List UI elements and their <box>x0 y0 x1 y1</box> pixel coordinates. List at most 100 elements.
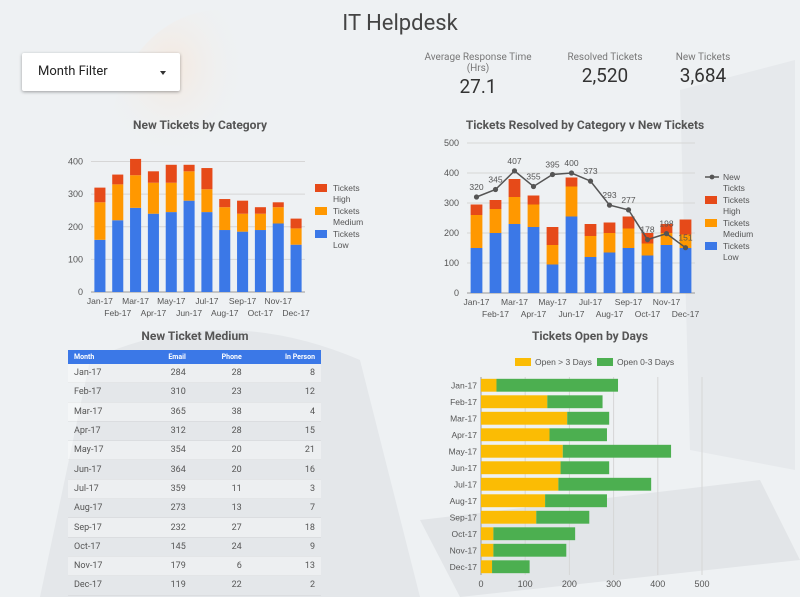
table-cell: Mar-17 <box>68 402 141 422</box>
x-tick-label: Apr-17 <box>141 308 167 318</box>
x-tick-label: Feb-17 <box>482 309 509 319</box>
table-row: Oct-17 145 24 9 <box>68 537 321 557</box>
y-tick-label: 0 <box>454 288 459 298</box>
table-cell: 38 <box>191 402 248 422</box>
bar-segment <box>112 174 124 185</box>
x-tick-label: May-17 <box>157 296 186 306</box>
y-tick-label: Mar-17 <box>450 413 477 423</box>
new-ticket-medium-table: Month Email Phone In Person Jan-17 284 28 8… <box>68 350 321 596</box>
line-point <box>511 168 518 174</box>
legend-swatch <box>709 174 715 180</box>
bar-segment <box>679 234 692 248</box>
x-tick-label: 100 <box>518 579 533 589</box>
bar-segment <box>94 187 106 203</box>
y-tick-label: Aug-17 <box>450 496 478 506</box>
y-tick-label: 100 <box>444 258 459 268</box>
table-cell: 28 <box>191 364 248 384</box>
kpi-label: New Tickets <box>675 52 731 63</box>
x-tick-label: Mar-17 <box>122 296 149 306</box>
table-cell: 21 <box>247 440 321 461</box>
kpi-resolved-tickets: Resolved Tickets 2,520 <box>555 52 655 87</box>
x-tick-label: Sep-17 <box>229 296 257 306</box>
table-cell: 145 <box>140 537 192 557</box>
bar-segment <box>545 494 607 508</box>
legend-swatch <box>515 358 531 366</box>
kpi-label: Resolved Tickets <box>567 52 643 63</box>
table-cell: 9 <box>247 537 321 557</box>
bar-segment <box>660 233 673 245</box>
bar-segment <box>562 444 672 458</box>
bar-segment <box>147 182 159 214</box>
table-cell: Oct-17 <box>68 537 141 557</box>
table-cell: 273 <box>140 498 192 519</box>
legend-swatch <box>705 196 717 204</box>
bar-segment <box>481 411 568 425</box>
table-cell: Feb-17 <box>68 382 141 403</box>
table-row: May-17 354 20 21 <box>68 440 321 461</box>
x-tick-label: Dec-17 <box>282 308 310 318</box>
y-tick-label: 400 <box>444 168 459 178</box>
kpi-avg-response: Average Response Time (Hrs) 27.1 <box>413 52 543 98</box>
y-tick-label: 0 <box>78 287 83 297</box>
bar-segment <box>112 220 124 292</box>
chart-title-new-by-category: New Tickets by Category <box>133 118 267 132</box>
chevron-down-icon <box>160 71 166 75</box>
bar-segment <box>584 257 597 293</box>
legend-label: Open 0-3 Days <box>617 357 674 367</box>
x-tick-label: Jul-17 <box>195 296 218 306</box>
chart-title-open-by-days: Tickets Open by Days <box>531 329 649 343</box>
bar-segment <box>584 224 597 236</box>
table-cell: 354 <box>140 440 192 461</box>
bar-segment <box>165 182 177 213</box>
bar-segment <box>546 245 559 265</box>
bar-segment <box>622 216 635 229</box>
bar-segment <box>470 204 483 215</box>
column-header[interactable]: In Person <box>247 350 321 364</box>
bar-segment <box>489 233 502 293</box>
bar-segment <box>94 202 106 240</box>
x-tick-label: 0 <box>478 579 483 589</box>
legend-label: Tickets High <box>333 183 360 204</box>
line-point <box>644 237 651 243</box>
month-filter-dropdown[interactable]: Month Filter <box>22 53 180 91</box>
y-tick-label: Jun-17 <box>451 463 477 473</box>
table-row: Sep-17 232 27 18 <box>68 517 321 538</box>
bar-segment <box>481 560 493 574</box>
kpi-value: 27.1 <box>459 75 497 98</box>
column-header[interactable]: Phone <box>191 350 248 364</box>
table-cell: 364 <box>140 459 192 480</box>
y-tick-label: Nov-17 <box>450 545 478 555</box>
table-cell: Aug-17 <box>68 498 141 519</box>
bar-segment <box>112 184 124 221</box>
bar-segment <box>679 248 692 293</box>
table-cell: Nov-17 <box>68 556 141 577</box>
bar-segment <box>489 200 502 209</box>
table-cell: Jan-17 <box>68 364 141 384</box>
chart-new-by-category: 0 100 200 300 400 Jan-17 Feb-17 Mar-17 Apr-17 May… <box>68 157 363 318</box>
table-cell: 8 <box>247 364 321 384</box>
table-cell: 18 <box>247 517 321 538</box>
x-tick-label: Mar-17 <box>501 297 528 307</box>
x-tick-label: Nov-17 <box>653 297 681 307</box>
line-point <box>549 171 556 178</box>
chart-open-by-days: Open > 3 Days Open 0-3 Days 0 100 200 300 400 5… <box>449 357 710 589</box>
column-header[interactable]: Email <box>140 350 192 364</box>
x-tick-label: 300 <box>606 579 621 589</box>
table-row: Jan-17 284 28 8 <box>68 364 321 384</box>
bar-segment <box>254 213 266 231</box>
legend-label: Tickets Medium <box>333 206 363 227</box>
table-cell: 20 <box>191 459 248 480</box>
column-header[interactable]: Month <box>68 350 141 364</box>
table-cell: 27 <box>191 517 248 538</box>
bar-segment <box>493 543 567 557</box>
legend-label: Tickets Medium <box>723 218 753 239</box>
bar-segment <box>565 186 578 217</box>
x-tick-label: 200 <box>562 579 577 589</box>
line-point <box>530 183 537 190</box>
table-row: Dec-17 119 22 2 <box>68 575 321 596</box>
bar-segment <box>237 213 249 232</box>
bar-segment <box>147 171 159 183</box>
y-tick-label: 300 <box>444 198 459 208</box>
bar-segment <box>130 158 142 176</box>
kpi-label: Average Response Time (Hrs) <box>424 52 532 74</box>
